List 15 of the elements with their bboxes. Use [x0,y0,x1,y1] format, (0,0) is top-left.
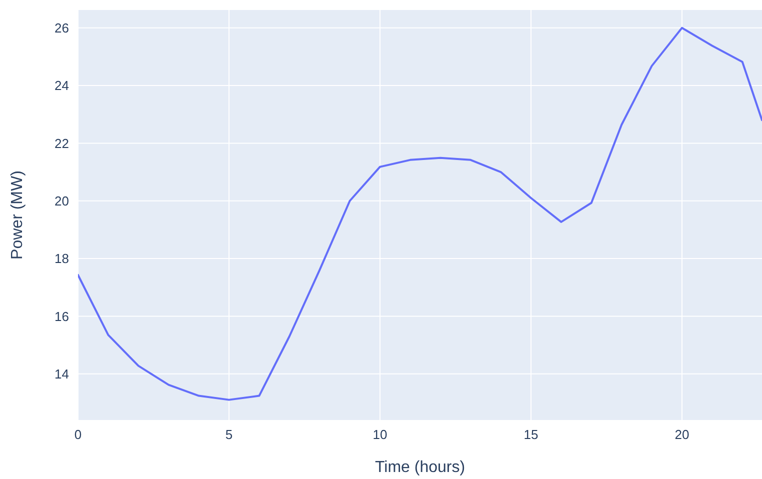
y-tick-label: 14 [54,366,69,382]
x-tick-label: 0 [74,427,82,442]
x-tick-label: 20 [674,427,690,442]
x-tick-label: 15 [524,427,538,442]
x-tick-label: 10 [372,427,388,442]
x-axis-title: Time (hours) [374,459,466,476]
x-tick-label: 5 [225,427,233,442]
y-tick-label: 20 [54,193,69,208]
y-tick-label: 24 [54,78,69,94]
y-tick-label: 18 [54,251,69,266]
line-series [78,26,762,401]
y-tick-label: 26 [54,20,69,36]
y-tick-label: 22 [54,136,69,151]
y-tick-label: 16 [54,308,69,324]
y-axis-title: Power (MW) [9,170,26,260]
